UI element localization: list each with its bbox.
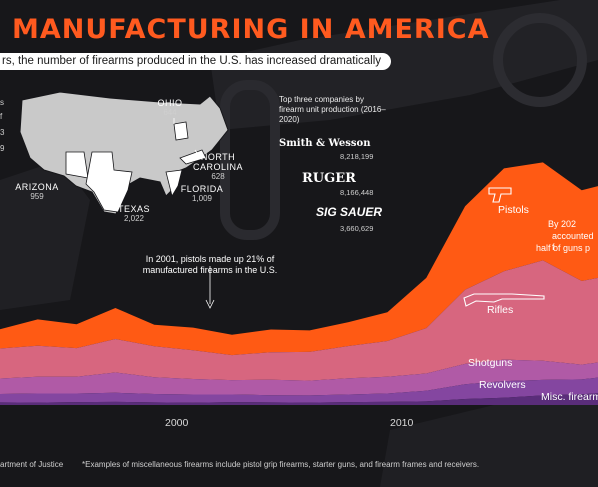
fragment-text: s (0, 98, 4, 107)
us-map (19, 91, 229, 215)
company-logo-smith-wesson: Smith & Wesson (279, 138, 371, 149)
state-texas: TEXAS 2,022 (112, 204, 156, 224)
fragment-text: f (0, 112, 3, 121)
area-shotguns (0, 359, 598, 396)
state-ohio: OHIO 644 (150, 98, 190, 118)
state-name: OHIO (157, 98, 183, 108)
footer-source: artment of Justice (0, 460, 64, 469)
state-florida: FLORIDA 1,009 (178, 184, 226, 204)
company-value: 8,166,448 (340, 188, 374, 197)
page-title: MANUFACTURING IN AMERICA (12, 14, 490, 45)
pistol-icon (488, 187, 512, 203)
state-value: 2,022 (123, 214, 145, 223)
fragment-text: 3 (0, 128, 5, 137)
fragment-text: 9 (0, 144, 5, 153)
series-label-misc: Misc. firearm (541, 391, 598, 403)
area-pistols (0, 162, 598, 356)
state-name: ARIZONA (15, 182, 59, 192)
state-name: NORTH (200, 152, 236, 162)
state-arizona: ARIZONA 959 (12, 182, 62, 202)
footer-note: *Examples of miscellaneous firearms incl… (82, 460, 480, 469)
area-revolvers (0, 377, 598, 403)
series-label-revolvers: Revolvers (479, 379, 526, 391)
state-name: TEXAS (117, 204, 150, 214)
annotation-right-1: By 202 (548, 219, 577, 229)
company-logo-sig-sauer: SIG SAUER (316, 205, 383, 219)
series-label-shotguns: Shotguns (468, 357, 513, 369)
area-rifles (0, 260, 598, 381)
state-value: 1,009 (191, 194, 213, 203)
page-subtitle: rs, the number of firearms produced in t… (0, 53, 392, 70)
annotation-pistols-2001: In 2001, pistols made up 21% of manufact… (142, 254, 278, 275)
stacked-areas (0, 162, 598, 405)
company-value: 3,660,629 (340, 224, 374, 233)
state-north-carolina: NORTH CAROLINA 628 (190, 152, 246, 182)
companies-heading: Top three companies by firearm unit prod… (279, 95, 386, 124)
state-value: 644 (163, 108, 177, 117)
annotation-right-3: half of guns p (536, 243, 591, 253)
annotation-right-2: accounted f (552, 231, 594, 252)
company-logo-ruger: RUGER (302, 171, 356, 186)
state-name: FLORIDA (180, 184, 224, 194)
x-tick-label: 2010 (390, 417, 414, 429)
area-misc-firearm (0, 393, 598, 405)
state-value: 628 (211, 172, 225, 181)
state-value: 959 (30, 192, 44, 201)
series-label-pistols: Pistols (498, 204, 529, 216)
x-tick-label: 2000 (165, 417, 189, 429)
series-label-rifles: Rifles (487, 304, 514, 316)
state-name-line2: CAROLINA (192, 162, 243, 172)
rifle-icon (463, 293, 545, 307)
company-value: 8,218,199 (340, 152, 374, 161)
down-arrow-icon (205, 266, 215, 309)
us-map-icon (19, 91, 229, 215)
